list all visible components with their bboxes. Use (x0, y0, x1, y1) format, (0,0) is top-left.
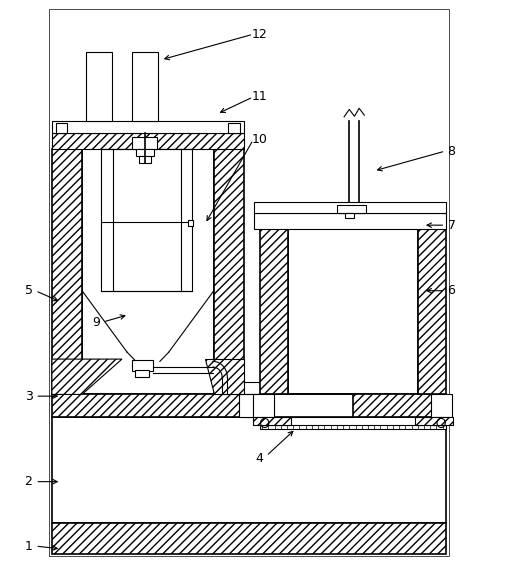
Text: 1: 1 (24, 540, 33, 552)
Polygon shape (205, 359, 244, 394)
Bar (254, 213, 446, 229)
Bar (254, 202, 446, 213)
Bar (353, 394, 446, 417)
Bar (86, 52, 112, 121)
Bar (82, 149, 214, 394)
Text: 7: 7 (447, 219, 456, 231)
Bar (288, 229, 418, 394)
Text: 12: 12 (252, 28, 267, 40)
Bar (139, 156, 151, 163)
Text: 4: 4 (255, 453, 264, 465)
Bar (52, 523, 446, 554)
Text: 5: 5 (24, 284, 33, 297)
Text: 6: 6 (447, 284, 456, 297)
Bar (52, 121, 244, 133)
Bar (214, 149, 244, 394)
Bar (431, 394, 452, 417)
Bar (253, 394, 274, 417)
Bar (415, 417, 453, 425)
Bar (132, 360, 153, 370)
Bar (132, 52, 158, 121)
Bar (49, 9, 449, 556)
Bar (239, 382, 260, 394)
Bar (239, 394, 260, 417)
Bar (253, 417, 291, 425)
Bar (52, 133, 244, 149)
Bar (260, 425, 446, 429)
Bar (188, 220, 193, 226)
Bar (228, 123, 240, 133)
Bar (337, 205, 366, 213)
Text: 8: 8 (447, 145, 456, 157)
Polygon shape (52, 359, 122, 394)
Bar (52, 149, 82, 394)
Bar (132, 137, 157, 149)
Text: 10: 10 (252, 133, 267, 146)
Text: 2: 2 (24, 475, 33, 488)
Bar (418, 229, 446, 394)
Bar (52, 394, 244, 417)
Bar (345, 213, 354, 218)
Bar (260, 229, 288, 394)
Bar (101, 149, 192, 291)
Bar (56, 123, 67, 133)
Bar (135, 370, 149, 377)
Text: 9: 9 (92, 316, 100, 328)
Bar (52, 417, 446, 523)
Bar (136, 149, 154, 156)
Text: 3: 3 (24, 390, 33, 402)
Text: 11: 11 (252, 91, 267, 103)
